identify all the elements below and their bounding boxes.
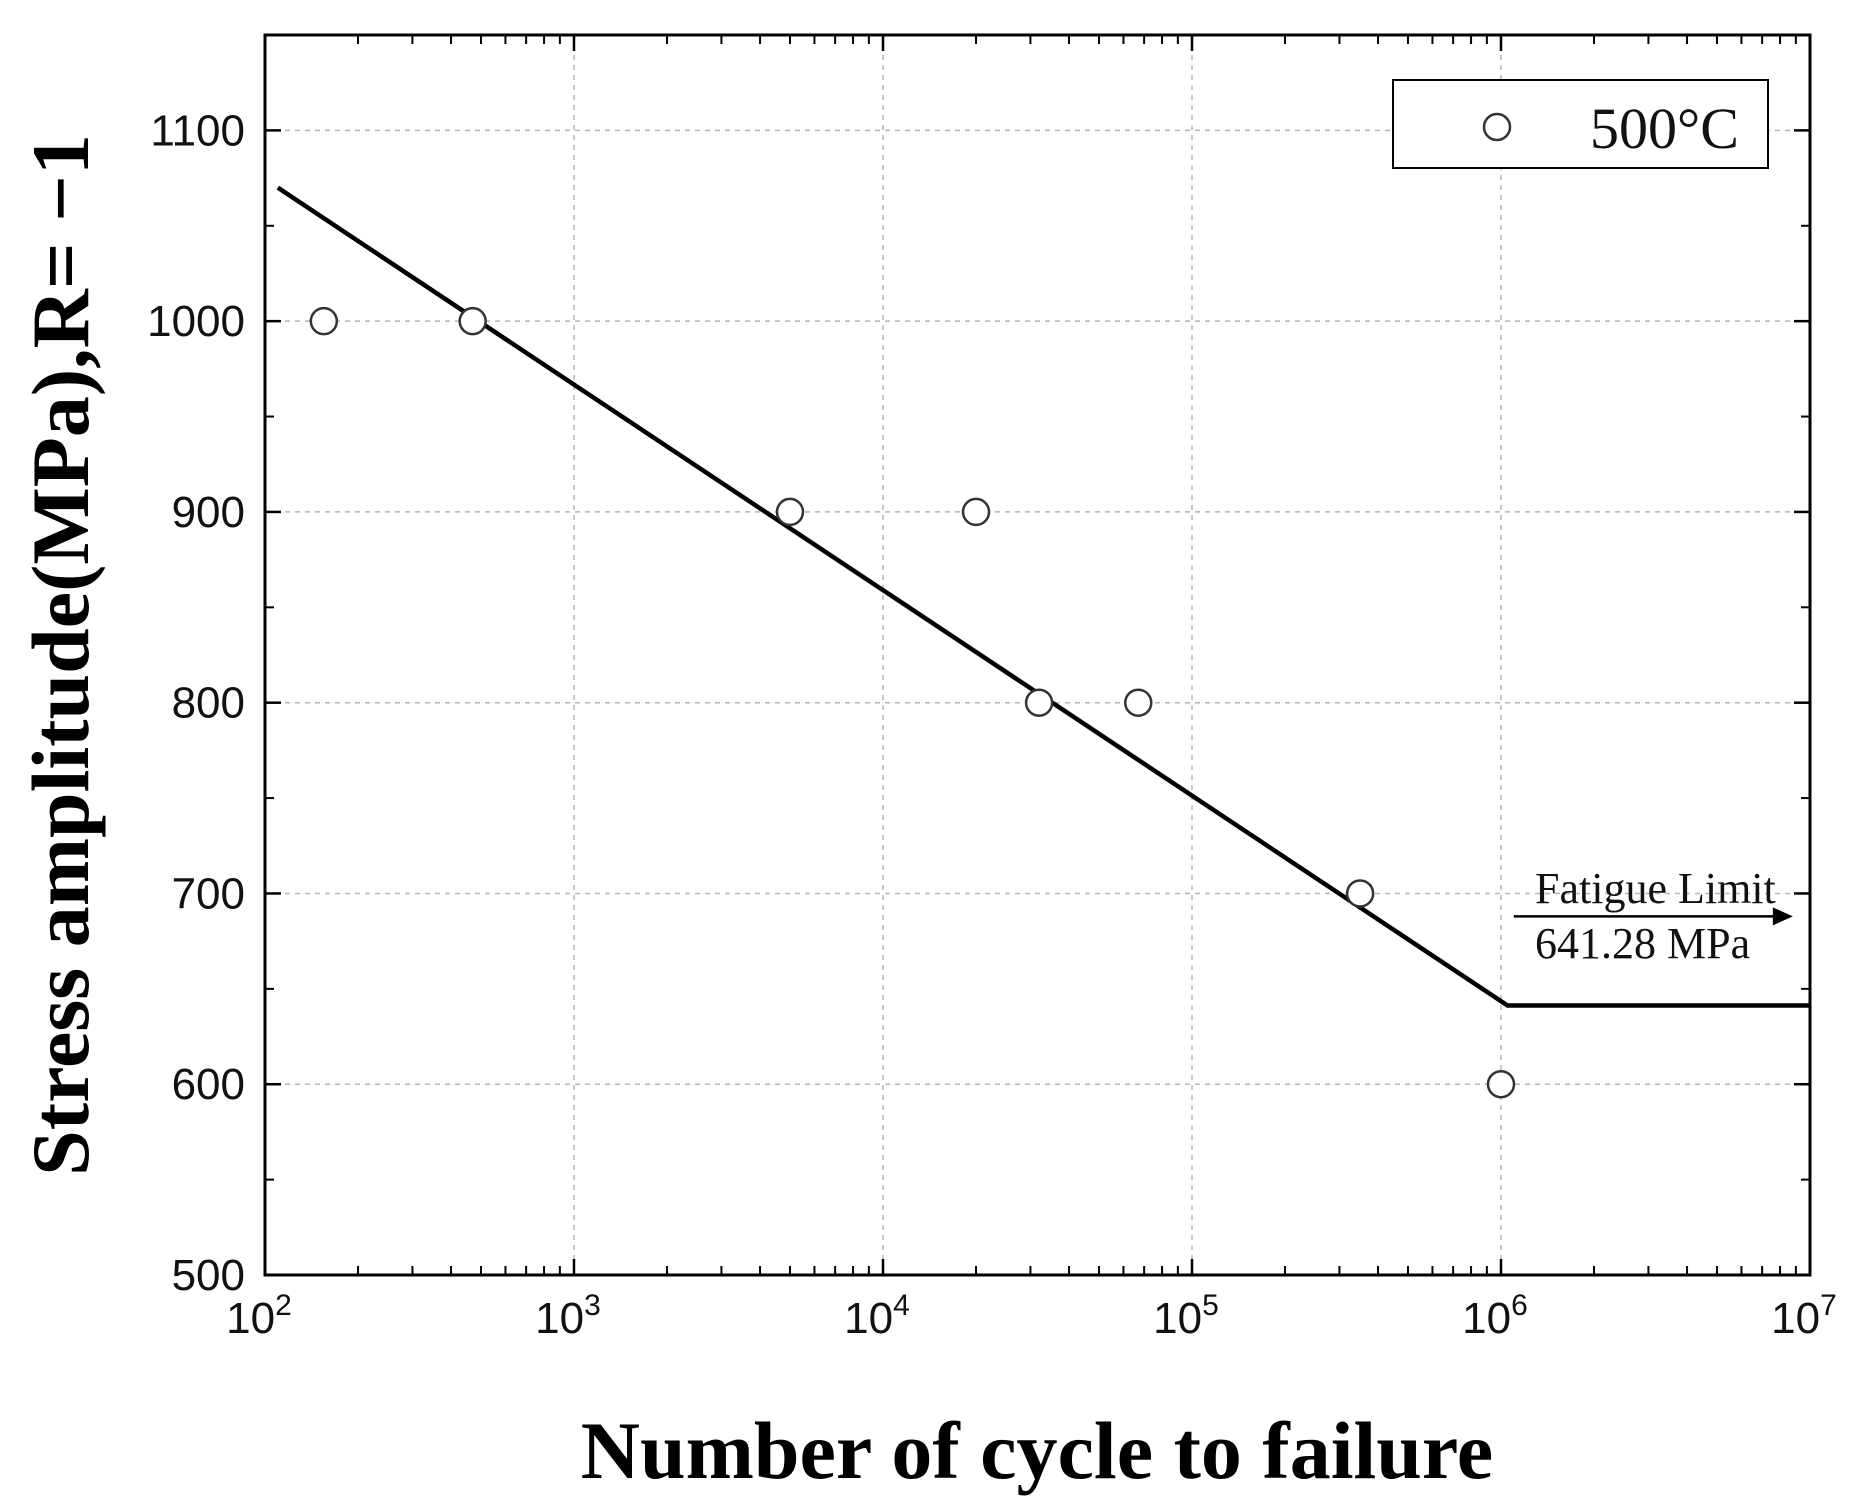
- x-tick-label: 107: [1771, 1289, 1837, 1343]
- y-tick-labels: 500 600 700 800 900 1000 1100: [147, 106, 245, 1300]
- data-point: [1345, 879, 1375, 908]
- y-tick-label: 700: [172, 869, 245, 918]
- x-tick-label: 102: [226, 1289, 292, 1343]
- data-point: [1124, 688, 1153, 717]
- plot-frame: [263, 33, 1812, 1277]
- data-point: [309, 306, 339, 336]
- y-tick-label: 1000: [147, 297, 245, 346]
- y-tick-label: 500: [172, 1251, 245, 1300]
- x-tick-label: 106: [1462, 1289, 1528, 1343]
- fatigue-limit-annotation: Fatigue Limit 641.28 MPa: [1513, 864, 1793, 968]
- minor-ticks: [263, 35, 1812, 1277]
- data-points: [309, 306, 1516, 1099]
- legend-box: [1392, 79, 1769, 169]
- legend-label: 500°C: [1590, 96, 1739, 161]
- fit-line: [276, 185, 1810, 1008]
- y-tick-label: 800: [172, 679, 245, 728]
- fit-line-group: [276, 185, 1810, 1008]
- data-point: [1486, 1069, 1516, 1099]
- annotation-line2: 641.28 MPa: [1535, 919, 1750, 968]
- annotation-arrowhead: [1772, 907, 1793, 926]
- x-tick-labels: 102 103 104 105 106 107: [226, 1289, 1837, 1343]
- x-axis-title: Number of cycle to failure: [581, 1405, 1493, 1496]
- annotation-line1: Fatigue Limit: [1535, 864, 1776, 913]
- grid: [265, 35, 1810, 1275]
- data-point: [961, 497, 991, 527]
- x-tick-label: 105: [1153, 1289, 1219, 1343]
- y-axis-title: Stress amplitude(MPa),R= −1: [15, 134, 106, 1176]
- data-point: [1024, 688, 1054, 717]
- x-tick-label: 103: [535, 1289, 601, 1343]
- data-point: [775, 497, 805, 527]
- y-tick-label: 1100: [150, 106, 245, 155]
- y-tick-label: 900: [172, 488, 245, 537]
- x-tick-label: 104: [844, 1289, 910, 1343]
- data-point: [458, 306, 487, 336]
- y-tick-label: 600: [172, 1060, 245, 1109]
- legend-marker: [1482, 112, 1512, 142]
- legend: 500°C: [1392, 79, 1769, 169]
